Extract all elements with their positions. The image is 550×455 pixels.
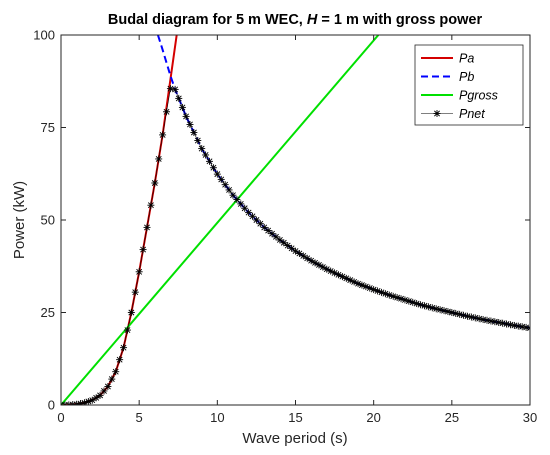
series-layer <box>61 35 530 405</box>
marker-pnet-8 <box>88 396 96 404</box>
marker-pnet-13 <box>108 375 116 383</box>
y-tick-label-3: 75 <box>41 120 55 135</box>
marker-pnet-39 <box>209 164 217 172</box>
marker-pnet-28 <box>166 85 174 93</box>
marker-pnet-19 <box>131 288 139 296</box>
marker-pnet-30 <box>175 94 183 102</box>
marker-pnet-29 <box>171 85 179 93</box>
marker-pnet-22 <box>143 223 151 231</box>
y-axis-label: Power (kW) <box>11 181 28 259</box>
x-tick-label-1: 5 <box>136 410 143 425</box>
series-markers-pnet <box>61 85 530 405</box>
marker-pnet-55 <box>272 233 280 241</box>
x-tick-label-4: 20 <box>366 410 380 425</box>
legend-label-pb: Pb <box>459 70 474 84</box>
marker-pnet-32 <box>182 112 190 120</box>
marker-pnet-17 <box>123 326 131 334</box>
marker-pnet-62 <box>299 252 307 260</box>
marker-pnet-5 <box>77 400 85 405</box>
marker-pnet-59 <box>288 244 296 252</box>
marker-pnet-15 <box>116 356 124 364</box>
marker-pnet-56 <box>276 236 284 244</box>
x-tick-label-5: 25 <box>445 410 459 425</box>
marker-pnet-120 <box>526 324 530 332</box>
marker-pnet-20 <box>135 268 143 276</box>
marker-pnet-25 <box>155 155 163 163</box>
y-tick-label-0: 0 <box>48 398 55 413</box>
marker-pnet-52 <box>260 223 268 231</box>
marker-pnet-102 <box>456 310 464 318</box>
legend-label-pgross: Pgross <box>459 89 498 103</box>
marker-pnet-12 <box>104 383 112 390</box>
legend-marker-pnet <box>433 110 441 117</box>
x-tick-label-0: 0 <box>57 410 64 425</box>
marker-pnet-16 <box>120 344 128 352</box>
legend-label-pa: Pa <box>459 52 474 66</box>
marker-pnet-18 <box>127 309 135 316</box>
marker-pnet-24 <box>151 179 159 187</box>
marker-pnet-87 <box>397 295 405 303</box>
marker-pnet-14 <box>112 368 120 376</box>
y-tick-label-2: 50 <box>41 213 55 228</box>
marker-pnet-36 <box>198 145 206 153</box>
x-tick-label-3: 15 <box>288 410 302 425</box>
marker-pnet-63 <box>303 254 311 262</box>
marker-pnet-37 <box>202 151 210 159</box>
marker-pnet-43 <box>225 186 233 194</box>
y-tick-label-4: 100 <box>33 28 55 43</box>
marker-pnet-95 <box>428 304 436 312</box>
marker-pnet-41 <box>217 175 225 183</box>
marker-pnet-51 <box>256 220 264 228</box>
marker-pnet-21 <box>139 246 147 254</box>
marker-pnet-9 <box>92 394 100 402</box>
marker-pnet-34 <box>190 128 198 136</box>
marker-pnet-35 <box>194 137 202 145</box>
legend-items: Pa Pb Pgross Pnet <box>421 52 498 121</box>
marker-pnet-58 <box>284 242 292 250</box>
marker-pnet-60 <box>292 247 299 255</box>
marker-pnet-53 <box>264 227 272 235</box>
x-tick-label-2: 10 <box>210 410 224 425</box>
x-tick-label-6: 30 <box>523 410 537 425</box>
marker-pnet-54 <box>268 230 276 238</box>
legend-label-pnet: Pnet <box>459 107 485 121</box>
marker-pnet-40 <box>213 170 221 178</box>
marker-pnet-27 <box>163 108 171 116</box>
marker-pnet-23 <box>147 201 155 209</box>
marker-pnet-42 <box>221 181 229 189</box>
series-line-pgross <box>61 35 380 405</box>
marker-pnet-57 <box>280 239 288 247</box>
legend: Pa Pb Pgross Pnet <box>414 44 524 126</box>
plot-frame <box>60 34 531 406</box>
marker-pnet-33 <box>186 120 194 128</box>
marker-pnet-38 <box>206 157 214 165</box>
marker-pnet-61 <box>295 249 303 257</box>
marker-pnet-26 <box>159 131 167 139</box>
marker-pnet-86 <box>393 294 401 302</box>
y-tick-label-1: 25 <box>41 305 55 320</box>
marker-pnet-31 <box>178 103 186 111</box>
chart-title: Budal diagram for 5 m WEC, H = 1 m with … <box>108 12 483 28</box>
x-axis-label: Wave period (s) <box>242 430 347 447</box>
marker-pnet-11 <box>100 387 108 395</box>
marker-pnet-4 <box>73 400 81 405</box>
